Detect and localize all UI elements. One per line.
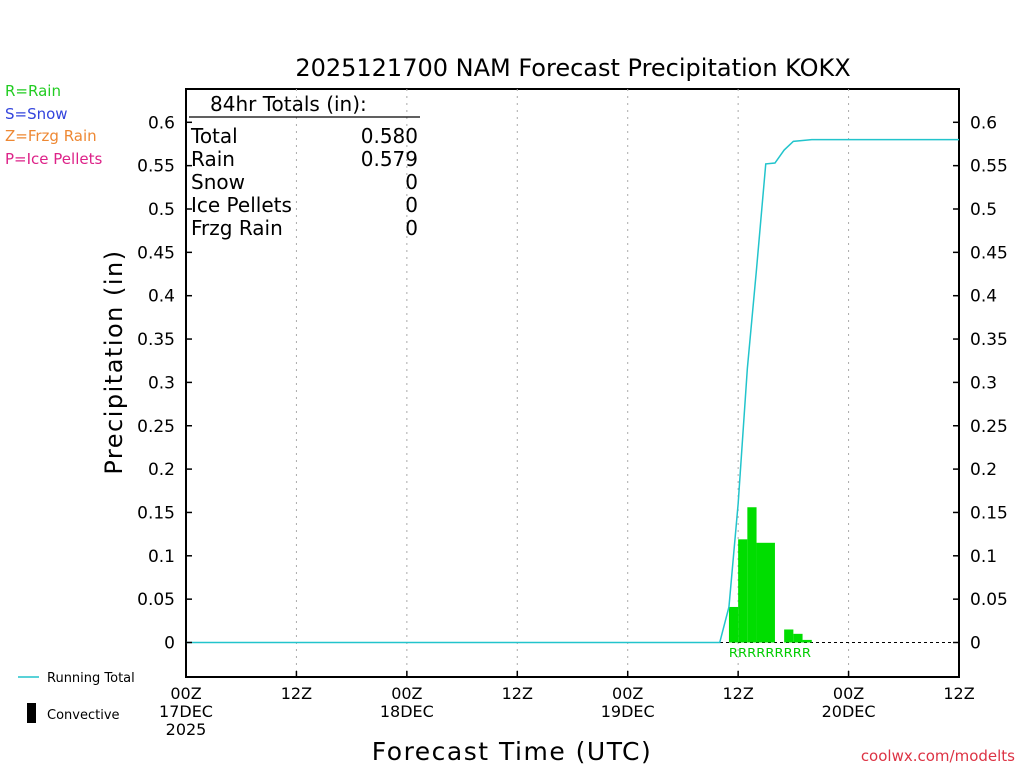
rain-bars [728,507,812,643]
x-tick-label-6-1: 00Z [833,684,864,703]
y-tick-label-left-10: 0.5 [148,200,175,220]
bottom-legend: Running Total Convective [18,671,135,723]
totals-heading: 84hr Totals (in): [210,92,367,116]
y-tick-label-right-10: 0.5 [970,200,997,220]
plot-area [185,88,960,678]
y-tick-label-left-3: 0.15 [137,503,175,523]
x-tick-label-4-1: 00Z [612,684,643,703]
y-tick-label-left-8: 0.4 [148,287,175,307]
ptype-legend-snow: S=Snow [5,105,68,123]
y-tick-label-left-9: 0.45 [137,243,175,263]
rain-bar-5 [793,633,803,643]
y-tick-label-right-11: 0.55 [970,157,1008,177]
ptype-legend-rain: R=Rain [5,82,61,100]
convective-legend-label: Convective [47,708,120,723]
x-tick-label-7-1: 12Z [943,684,974,703]
totals-value-ice-pellets: 0 [405,193,418,217]
rain-bar-3 [756,542,775,643]
y-tick-label-right-2: 0.1 [970,547,997,567]
y-tick-label-right-5: 0.25 [970,417,1008,437]
y-tick-label-right-9: 0.45 [970,243,1008,263]
totals-value-total: 0.580 [361,124,418,148]
y-tick-label-left-7: 0.35 [137,330,175,350]
y-tick-label-left-6: 0.3 [148,373,175,393]
y-tick-label-right-3: 0.15 [970,503,1008,523]
y-tick-label-right-7: 0.35 [970,330,1008,350]
totals-label-total: Total [190,124,238,148]
rain-bar-6 [802,639,812,643]
totals-label-ice-pellets: Ice Pellets [191,193,292,217]
y-tick-label-right-12: 0.6 [970,113,997,133]
y-tick-label-left-11: 0.55 [137,157,175,177]
ptype-legend: R=Rain S=Snow Z=Frzg Rain P=Ice Pellets [5,82,102,168]
totals-label-snow: Snow [191,170,245,194]
x-tick-label-4-2: 19DEC [601,702,655,721]
x-axis-label: Forecast Time (UTC) [372,737,652,766]
running-total-line [186,138,959,644]
x-tick-label-0-3: 2025 [166,720,207,739]
totals-label-rain: Rain [191,147,235,171]
y-tick-label-left-0: 0 [164,634,175,654]
totals-value-rain: 0.579 [361,147,418,171]
rain-bar-0 [728,606,739,643]
running-total-legend-label: Running Total [47,671,135,686]
y-tick-label-right-0: 0 [970,634,981,654]
x-tick-label-6-2: 20DEC [822,702,876,721]
totals-value-snow: 0 [405,170,418,194]
y-tick-label-left-2: 0.1 [148,547,175,567]
x-tick-label-0-2: 17DEC [159,702,213,721]
ptype-legend-ice-pellets: P=Ice Pellets [5,150,102,168]
y-tick-label-right-4: 0.2 [970,460,997,480]
x-tick-label-1-1: 12Z [281,684,312,703]
credit-text: coolwx.com/modelts [861,747,1015,765]
chart-title: 2025121700 NAM Forecast Precipitation KO… [295,54,850,82]
y-tick-label-left-1: 0.05 [137,590,175,610]
y-tick-label-right-8: 0.4 [970,287,997,307]
x-tick-label-2-1: 00Z [391,684,422,703]
totals-value-frzg-rain: 0 [405,216,418,240]
y-tick-label-right-1: 0.05 [970,590,1008,610]
ptype-legend-frzg-rain: Z=Frzg Rain [5,127,97,145]
x-tick-label-3-1: 12Z [502,684,533,703]
x-tick-label-5-1: 12Z [722,684,753,703]
rain-bar-1 [738,539,748,643]
x-tick-label-0-1: 00Z [170,684,201,703]
y-axis-label: Precipitation (in) [100,249,128,474]
ptype-marks: RRRRRRRRR [729,646,811,660]
vertical-grid [295,89,850,677]
rain-bar-4 [784,629,794,643]
rain-bar-2 [747,507,757,643]
y-axis-ticks: 0 00.05 0.050.1 0.10.15 0.150.2 0.20.25 0.250.… [137,113,1008,653]
y-tick-label-right-6: 0.3 [970,373,997,393]
x-tick-label-2-2: 18DEC [380,702,434,721]
y-tick-label-left-4: 0.2 [148,460,175,480]
totals-box: 84hr Totals (in): Total 0.580 Rain 0.579… [189,92,420,240]
totals-label-frzg-rain: Frzg Rain [191,216,283,240]
convective-legend-swatch [27,703,36,723]
y-tick-label-left-5: 0.25 [137,417,175,437]
y-tick-label-left-12: 0.6 [148,113,175,133]
